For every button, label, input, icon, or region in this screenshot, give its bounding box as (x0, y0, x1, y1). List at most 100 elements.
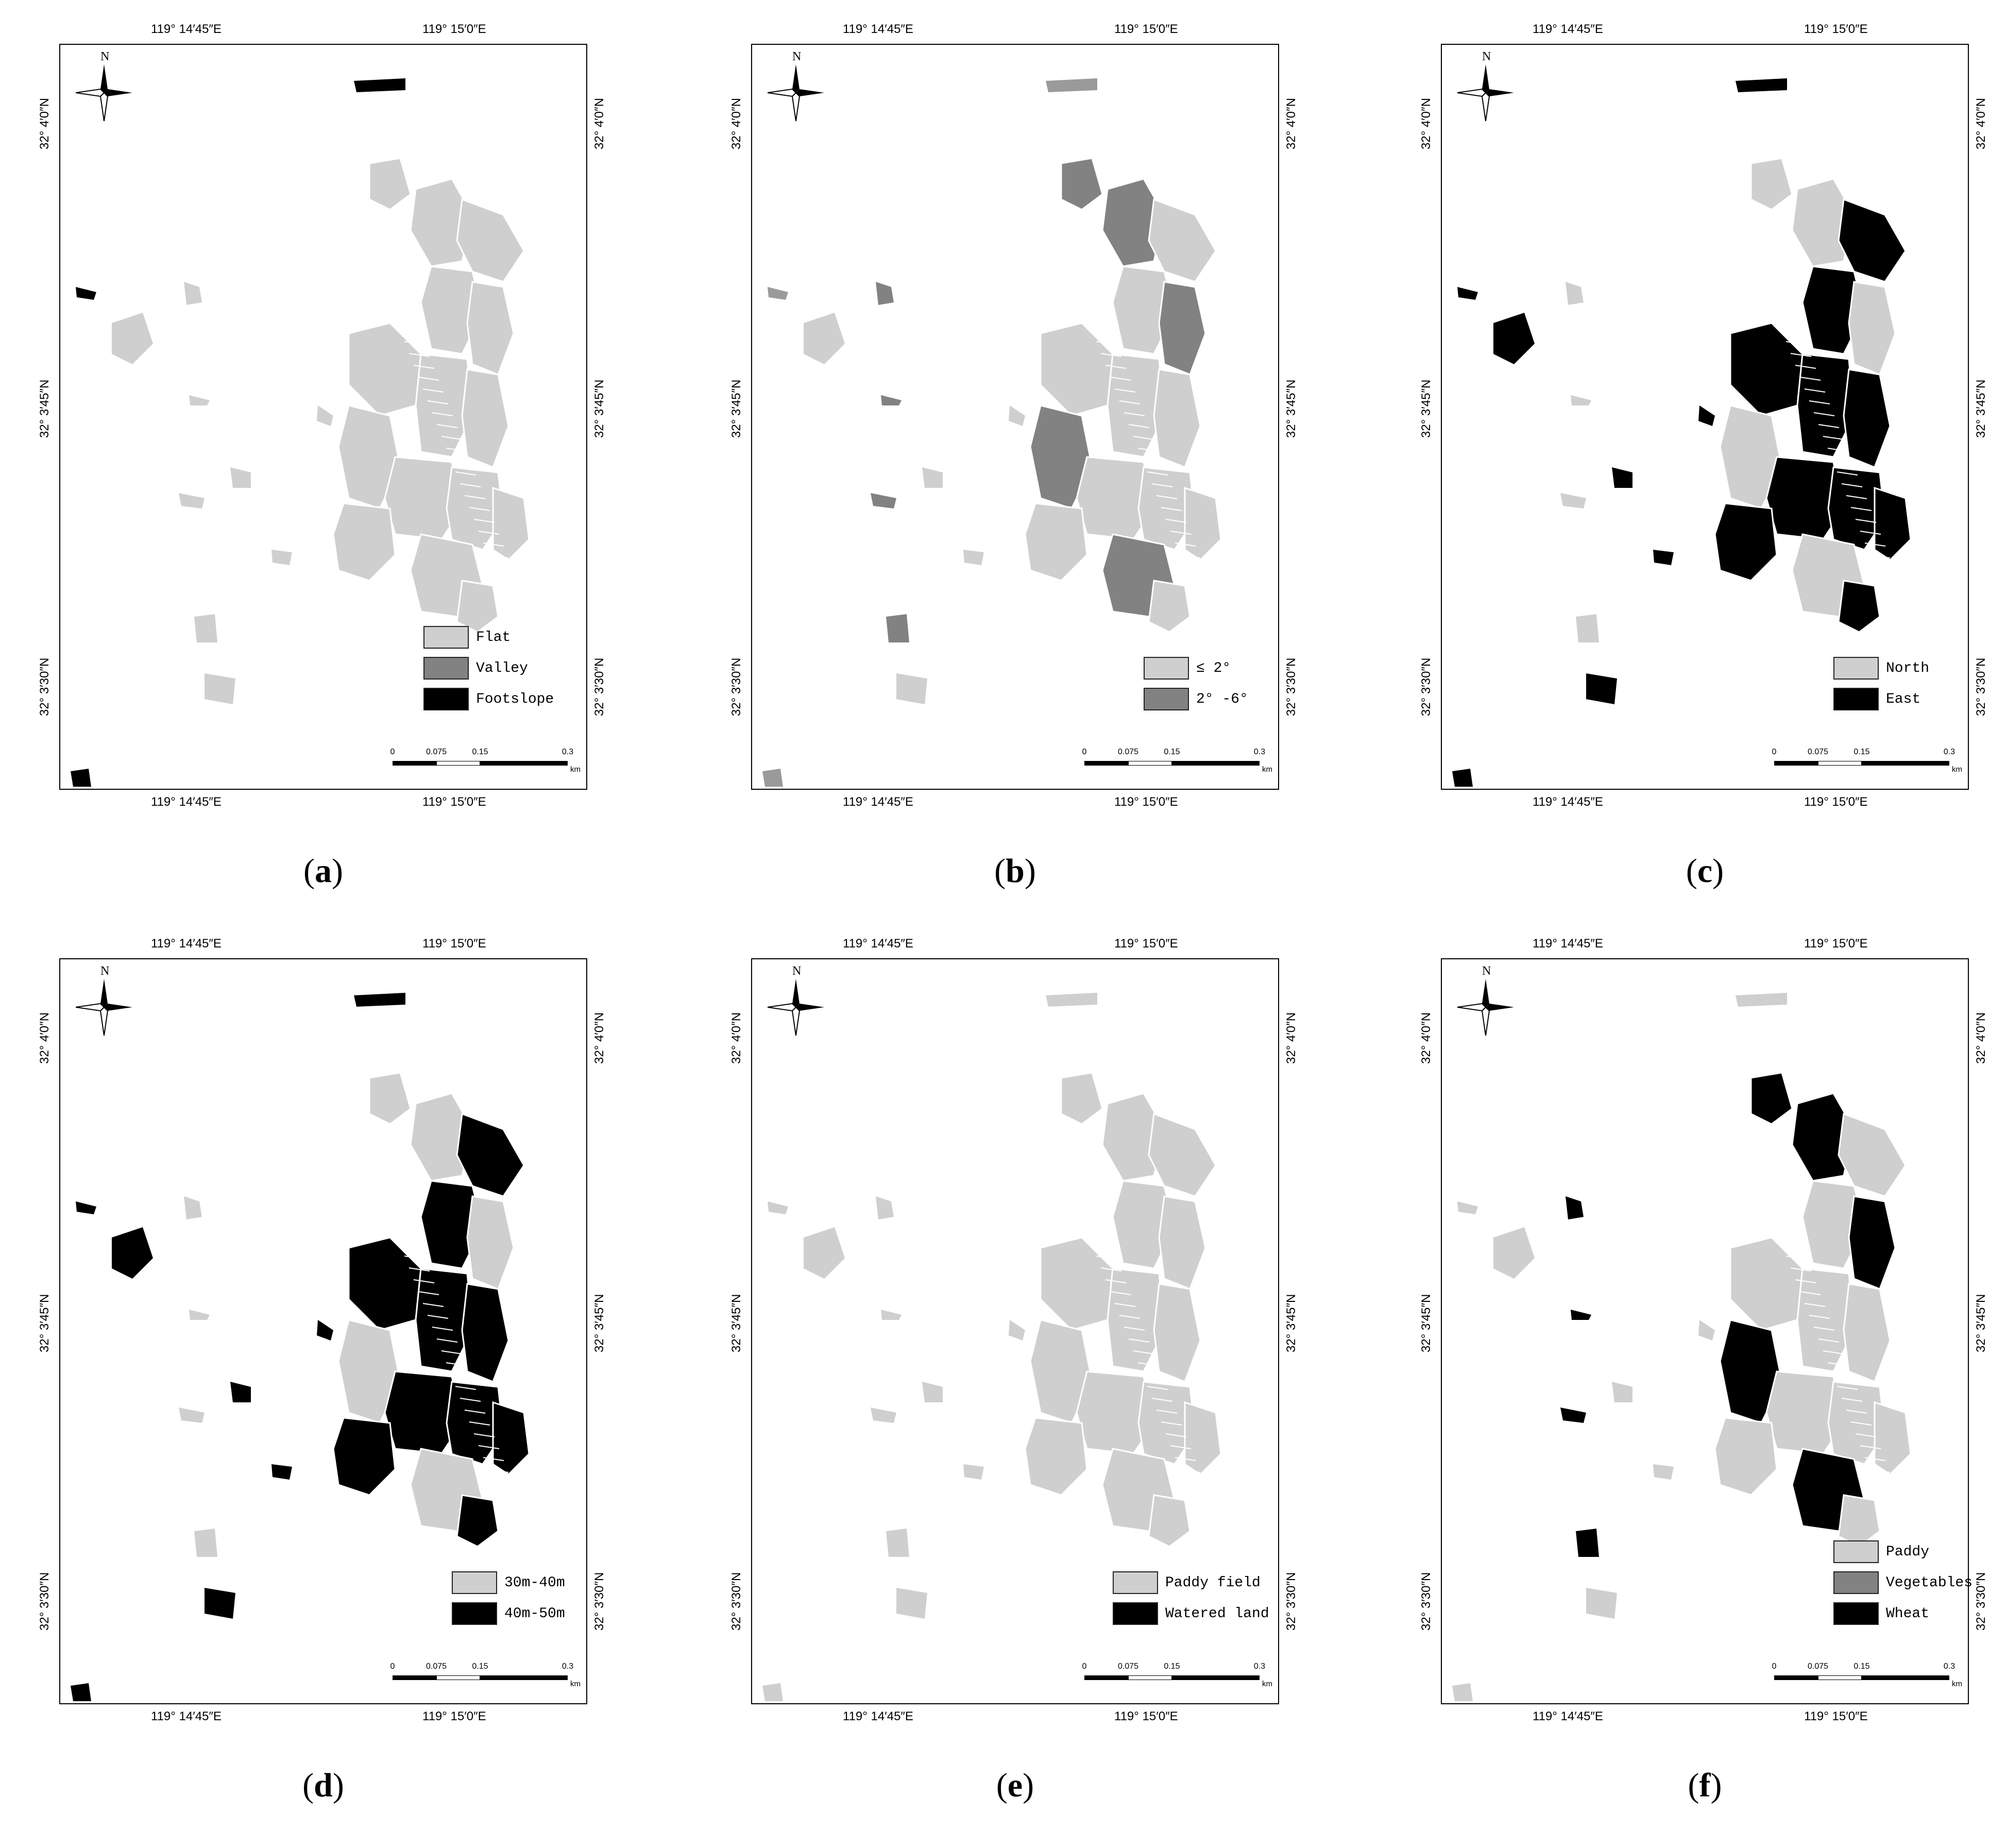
field-strip (1188, 578, 1210, 582)
field-strip (464, 1410, 486, 1414)
field-parcel (768, 287, 788, 300)
field-parcel (963, 550, 984, 565)
field-strip (1151, 483, 1173, 487)
legend: Paddy field Watered land (1113, 1567, 1269, 1629)
field-parcel (189, 1310, 210, 1320)
left-lat-label: 32° 3′45″N (729, 1294, 743, 1352)
top-lon-label: 119° 14′45″E (843, 937, 913, 951)
field-parcel (461, 368, 509, 468)
field-strip (1813, 412, 1835, 416)
legend: 30m-40m 40m-50m (452, 1567, 565, 1629)
field-strip (1082, 306, 1103, 310)
field-strip (1855, 519, 1877, 523)
scale-tick-label: 0.15 (1853, 1662, 1870, 1671)
field-strip (497, 578, 518, 582)
field-parcel (317, 405, 333, 426)
field-parcel (1698, 1320, 1715, 1341)
field-strip (1753, 1173, 1775, 1177)
field-strip (487, 554, 509, 558)
field-parcel (762, 769, 783, 787)
scale-segment (1862, 1675, 1949, 1680)
field-strip (1086, 317, 1108, 321)
field-parcel (456, 198, 525, 283)
north-label: N (100, 50, 110, 63)
scale-bar: 0 0.075 0.15 0.3 km (1772, 1660, 1962, 1691)
north-label: N (1482, 50, 1491, 63)
top-lon-label: 119° 14′45″E (151, 937, 222, 951)
field-parcel (1750, 157, 1793, 211)
field-parcel (1801, 265, 1865, 355)
field-parcel (1009, 405, 1025, 426)
legend-item: Footslope (423, 684, 554, 715)
panel-caption: (d) (302, 1767, 344, 1804)
field-parcel (368, 157, 412, 211)
field-strip (1110, 1291, 1131, 1295)
field-strip (349, 237, 371, 241)
field-strip (1758, 1184, 1779, 1189)
field-strip (473, 1433, 495, 1437)
field-strip (1105, 365, 1127, 369)
map-area (1452, 78, 1923, 787)
field-parcel (230, 1382, 251, 1402)
legend-label: ≤ 2° (1196, 660, 1231, 676)
legend-label: Valley (476, 660, 528, 676)
field-strip (1897, 213, 1918, 217)
field-parcel (881, 1310, 902, 1320)
field-strip (1767, 1208, 1789, 1212)
field-strip (1091, 329, 1113, 333)
north-arrow: N (1457, 964, 1514, 1052)
field-strip (1137, 448, 1159, 452)
field-strip (1767, 294, 1789, 298)
field-parcel (1571, 395, 1591, 405)
field-strip (1068, 1184, 1090, 1189)
scale-unit: km (1952, 1680, 1962, 1688)
compass-rose-icon (768, 64, 824, 122)
north-arrow: N (76, 964, 132, 1052)
field-parcel (963, 1464, 984, 1480)
field-strip (501, 1504, 523, 1508)
north-label: N (1482, 964, 1491, 978)
field-strip (1188, 1493, 1210, 1497)
field-strip (395, 317, 416, 321)
map-area (71, 993, 541, 1701)
scale-segment (1818, 1675, 1862, 1680)
field-parcel (896, 1588, 927, 1619)
legend-label: 30m-40m (504, 1574, 565, 1591)
field-parcel (1457, 287, 1478, 300)
field-strip (483, 542, 504, 547)
field-strip (1790, 353, 1812, 357)
right-lat-label: 32° 4′0″N (1974, 98, 1988, 149)
field-strip (1059, 246, 1080, 250)
field-strip (1762, 282, 1784, 286)
panel-caption: (a) (303, 852, 343, 890)
field-strip (1128, 1338, 1150, 1343)
field-strip (1059, 1161, 1080, 1165)
scale-tick-label: 0.075 (1807, 1662, 1829, 1671)
north-arrow: N (768, 50, 824, 138)
field-strip (1212, 1140, 1233, 1144)
field-parcel (184, 1196, 202, 1219)
field-strip (1799, 377, 1821, 381)
scale-tick-label: 0 (390, 1662, 395, 1671)
left-lat-label: 32° 4′0″N (1419, 98, 1433, 149)
field-parcel (922, 1382, 943, 1402)
panel-caption: (b) (994, 852, 1036, 890)
scale-segment (1128, 1675, 1172, 1680)
panel-caption-letter: b (1006, 852, 1025, 890)
field-strip (1096, 1256, 1117, 1260)
field-strip (441, 436, 463, 440)
field-strip (1124, 1327, 1145, 1331)
panel-caption-letter: f (1699, 1767, 1711, 1804)
scale-tick-label: 0.075 (1807, 748, 1829, 756)
bottom-lon-label: 119° 15′0″E (1114, 795, 1178, 809)
compass-rose-icon (76, 979, 132, 1036)
field-strip (1776, 317, 1798, 321)
legend-item: Paddy field (1113, 1567, 1269, 1598)
field-parcel (368, 1072, 412, 1125)
field-strip (1105, 1279, 1127, 1283)
field-parcel (1653, 1464, 1674, 1480)
top-lon-label: 119° 15′0″E (1804, 22, 1868, 36)
field-strip (520, 225, 541, 229)
legend: Flat Valley Footslope (423, 622, 554, 715)
field-strip (1841, 483, 1863, 487)
